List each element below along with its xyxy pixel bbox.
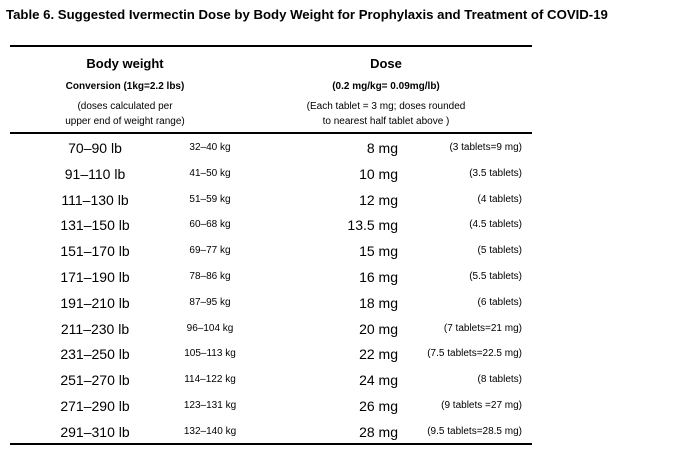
weight-kg: 87–95 kg [189, 296, 231, 308]
column-note: to nearest half tablet above ) [322, 116, 450, 127]
weight-kg: 114–122 kg [184, 374, 236, 386]
weight-kg: 41–50 kg [189, 167, 231, 179]
tablets: (9.5 tablets=28.5 mg) [427, 425, 522, 437]
weight-lb: 191–210 lb [60, 294, 130, 311]
top-rule [10, 45, 532, 47]
weight-lb: 111–130 lb [61, 191, 129, 208]
tablets: (6 tablets) [477, 296, 522, 308]
tablets: (3 tablets=9 mg) [449, 142, 522, 153]
column-subtitle: Conversion (1kg=2.2 lbs) [65, 81, 185, 92]
tablets: (5.5 tablets) [469, 271, 522, 282]
dose-mg: 20 mg [359, 320, 398, 337]
weight-lb: 171–190 lb [60, 269, 130, 285]
weight-kg: 60–68 kg [189, 219, 231, 231]
weight-lb: 151–170 lb [60, 243, 130, 260]
weight-kg: 78–86 kg [189, 271, 231, 282]
weight-lb: 271–290 lb [60, 398, 130, 414]
weight-lb: 231–250 lb [60, 346, 130, 363]
table-title: Table 6. Suggested Ivermectin Dose by Bo… [6, 7, 608, 22]
column-note: (doses calculated per [77, 101, 173, 112]
dose-mg: 18 mg [359, 294, 398, 311]
tablets: (4 tablets) [477, 193, 522, 205]
weight-lb: 211–230 lb [60, 320, 130, 337]
column-title: Body weight [86, 56, 164, 71]
weight-lb: 91–110 lb [64, 165, 126, 182]
column-subtitle: (0.2 mg/kg= 0.09mg/lb) [332, 81, 440, 92]
bottom-rule [10, 443, 532, 445]
weight-kg: 51–59 kg [189, 193, 231, 205]
dose-mg: 10 mg [359, 165, 398, 182]
weight-lb: 251–270 lb [60, 372, 130, 389]
weight-kg: 32–40 kg [189, 142, 231, 153]
column-note: (Each tablet = 3 mg; doses rounded [306, 101, 466, 112]
tablets: (8 tablets) [477, 374, 522, 386]
weight-kg: 69–77 kg [189, 245, 231, 257]
weight-kg: 96–104 kg [186, 322, 234, 334]
tablets: (7.5 tablets=22.5 mg) [427, 348, 522, 360]
tablets: (7 tablets=21 mg) [443, 322, 522, 334]
tablets: (5 tablets) [477, 245, 522, 257]
column-note: upper end of weight range) [65, 116, 185, 127]
tablets: (9 tablets =27 mg) [441, 400, 522, 411]
dose-mg: 15 mg [359, 243, 398, 260]
tablets: (3.5 tablets) [469, 167, 522, 179]
tablets: (4.5 tablets) [469, 219, 522, 231]
weight-lb: 70–90 lb [68, 140, 122, 156]
dose-mg: 12 mg [359, 191, 398, 208]
weight-kg: 123–131 kg [183, 400, 237, 411]
weight-kg: 132–140 kg [183, 425, 237, 437]
dose-mg: 22 mg [359, 346, 398, 363]
dose-mg: 26 mg [359, 398, 398, 414]
dose-mg: 28 mg [359, 423, 398, 440]
column-title: Dose [370, 56, 402, 71]
weight-kg: 105–113 kg [184, 348, 236, 360]
weight-lb: 131–150 lb [60, 217, 130, 234]
weight-lb: 291–310 lb [60, 423, 130, 440]
header-rule [10, 132, 532, 134]
dose-mg: 8 mg [366, 140, 398, 156]
dose-mg: 24 mg [359, 372, 398, 389]
dose-mg: 13.5 mg [347, 217, 398, 234]
dose-mg: 16 mg [359, 269, 398, 285]
